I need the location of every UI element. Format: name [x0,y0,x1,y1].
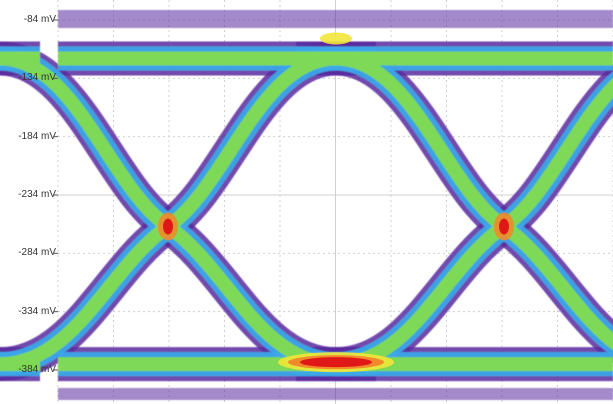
hotspots [158,32,514,373]
y-tick-label: -84 mV [23,14,56,25]
eye-trace [0,357,40,372]
eye-traces [0,10,613,400]
crossing-hotspot-core [163,218,173,235]
low-level-hotspot-core [300,357,372,368]
eye-trace [0,51,40,66]
bottom-noise-band [58,388,613,400]
y-tick-label: -234 mV [18,189,56,200]
eye-trace [0,347,40,382]
high-level-hotspot [320,32,352,45]
eye-trace [296,71,613,377]
eye-trace [0,352,40,377]
y-tick-label: -134 mV [18,72,56,84]
y-tick-label: -384 mV [18,364,56,375]
y-tick-label: -284 mV [18,247,56,259]
y-tick-label: -334 mV [18,305,56,317]
eye-trace [296,46,613,357]
eye-trace [0,41,40,76]
crossing-hotspot-core [499,218,509,235]
eye-trace [296,78,613,372]
eye-trace [296,41,613,362]
eye-trace [296,64,613,382]
axis-ticks [54,19,58,371]
eye-trace [296,51,613,351]
y-tick-label: -184 mV [18,130,56,142]
eye-trace [0,46,40,71]
top-noise-band [58,10,613,28]
